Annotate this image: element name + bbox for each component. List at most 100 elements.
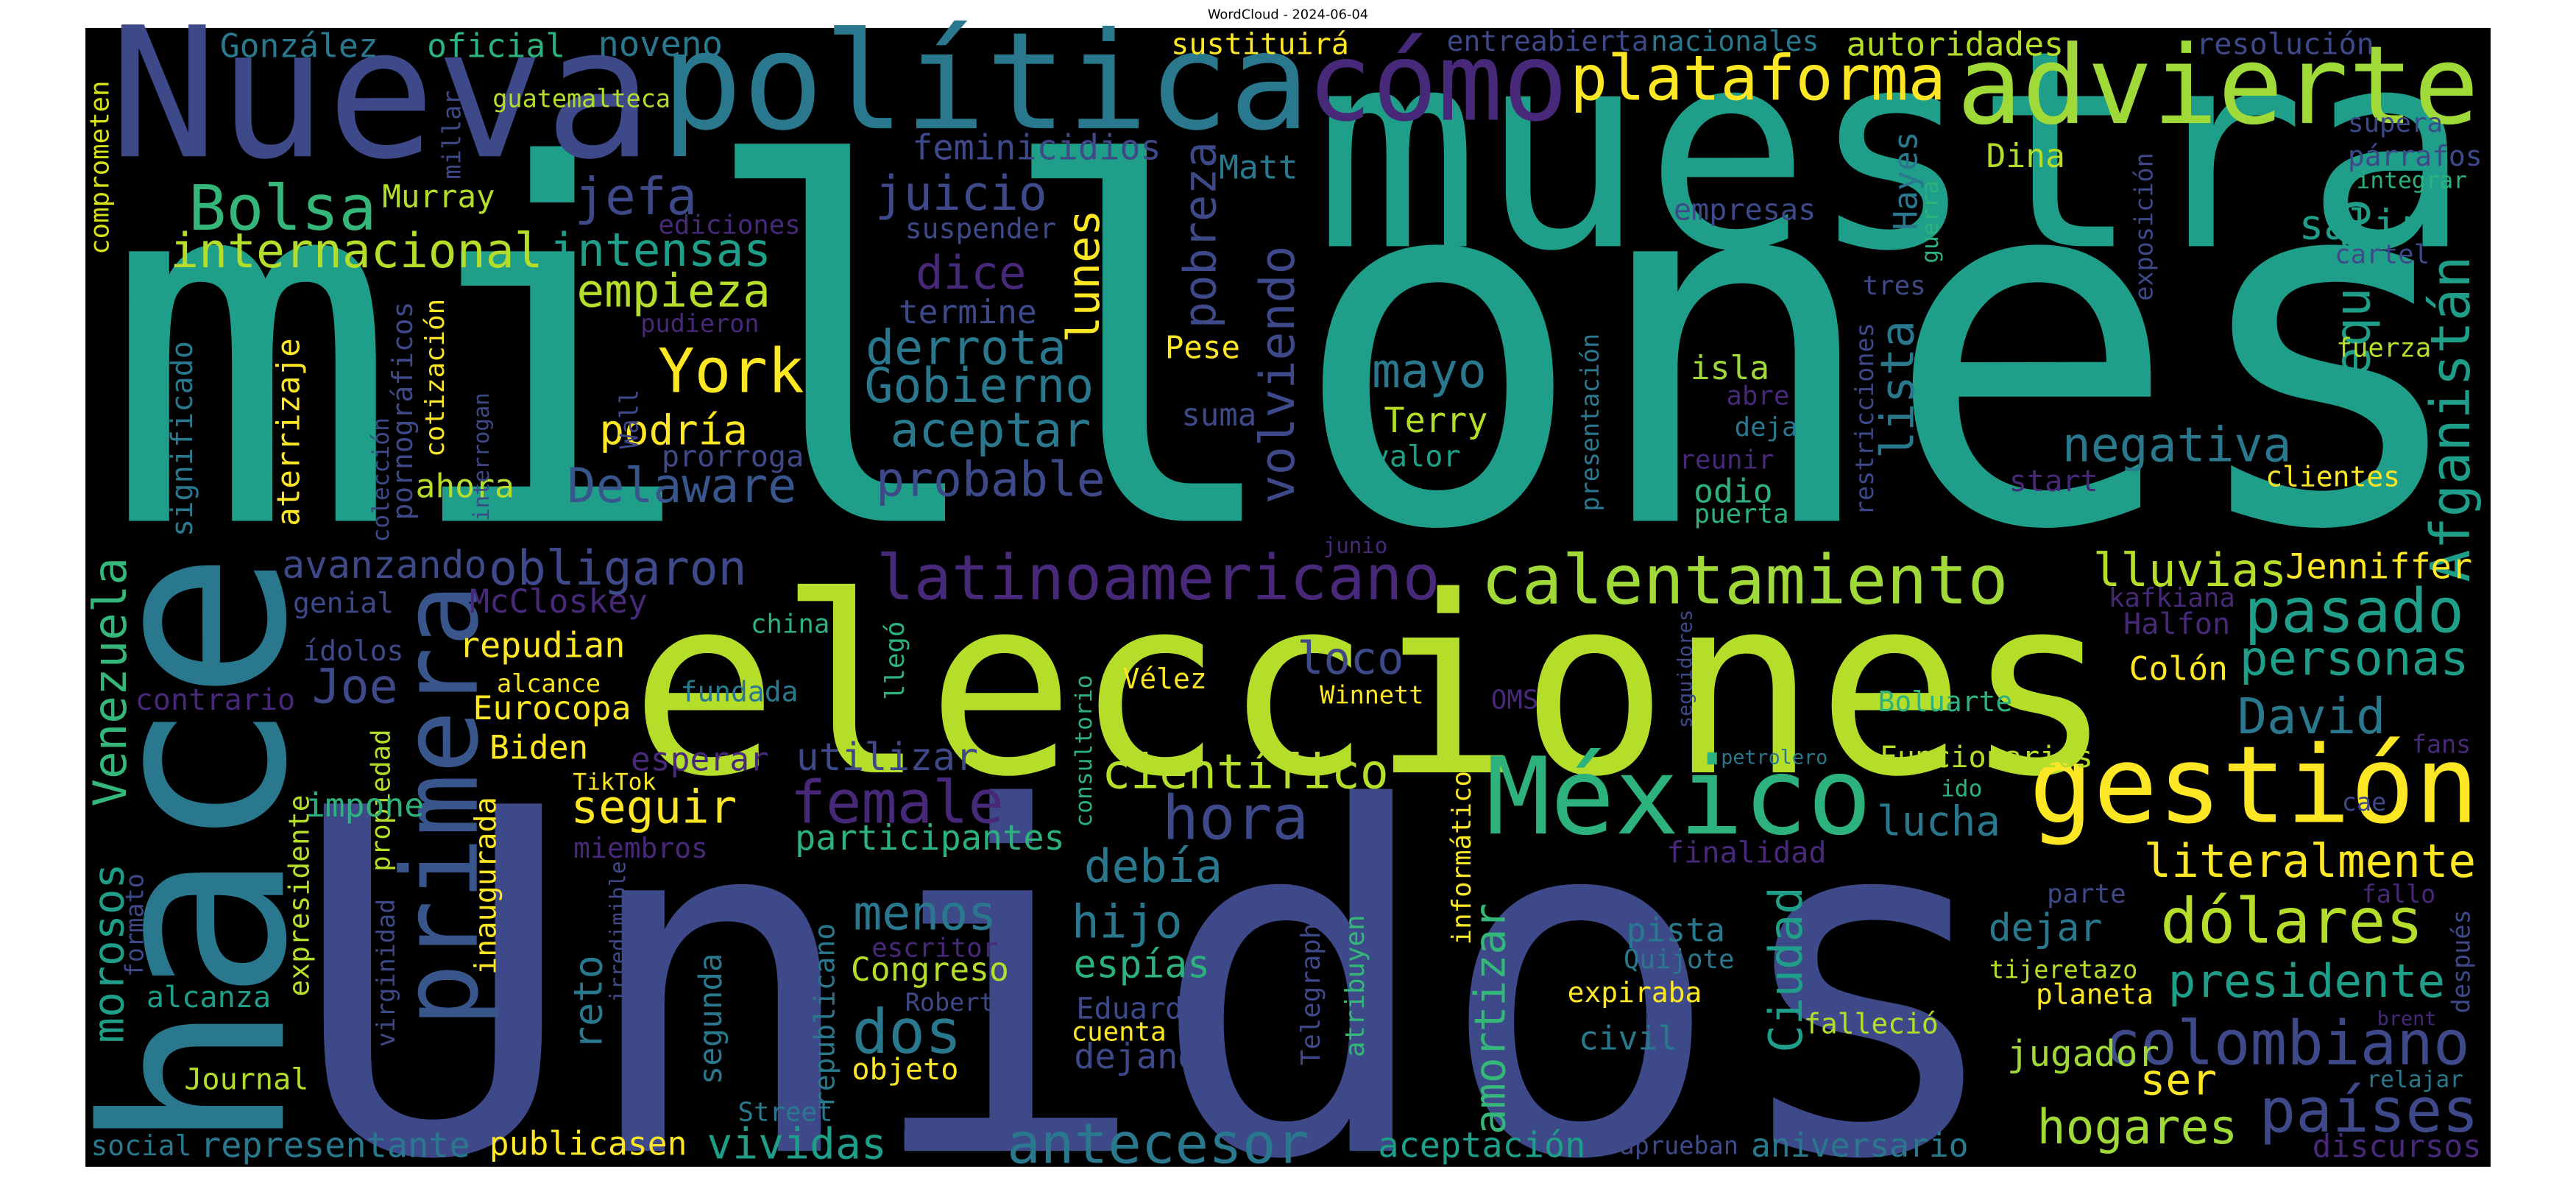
word: derrota [866, 321, 1066, 376]
word: oficial [427, 27, 565, 66]
word: Eduardo [1076, 992, 1200, 1026]
word: elecciones [630, 543, 2114, 830]
word: utilizar [796, 736, 978, 780]
word: finalidad [1666, 836, 1827, 870]
word: lluvias [2093, 543, 2287, 597]
word: Boluarte [1878, 685, 2012, 718]
word: segunda [693, 953, 729, 1085]
word: colección [368, 417, 394, 542]
word: alcanza [146, 981, 271, 1015]
word: volviendo [1250, 246, 1306, 504]
word: dólares [2160, 886, 2423, 959]
cloud-background [85, 27, 2491, 1167]
word: consultorio [1071, 675, 1097, 828]
word: probable [876, 452, 1105, 507]
word: equipo [2324, 199, 2381, 377]
word: jefa [575, 168, 698, 227]
word: Delaware [567, 459, 796, 514]
word: fuerza [2336, 334, 2431, 364]
word: empresas [1674, 194, 1816, 228]
word: pobreza [1175, 141, 1227, 328]
word: colombiano [2104, 1008, 2470, 1079]
word: negativa [2062, 417, 2292, 473]
word: vividas [707, 1119, 887, 1169]
word: calentamiento [1481, 540, 2008, 619]
word: Afganistán [2420, 255, 2483, 582]
word: guerra [1917, 180, 1944, 264]
word: personas [2240, 632, 2469, 687]
word: aceptar [891, 403, 1091, 458]
word: muestra [1314, 0, 2471, 311]
word: restricciones [1850, 322, 1879, 515]
word: Congreso [851, 950, 1009, 989]
word: avanzando [282, 543, 486, 588]
word: Hayes [1886, 131, 1925, 230]
word: start [2009, 465, 2098, 498]
word: ídolos [302, 635, 403, 667]
word: propiedad [366, 729, 396, 871]
word: exposición [2129, 152, 2158, 301]
word: Quijote [1624, 945, 1734, 975]
word: kafkiana [2109, 583, 2235, 613]
word: planeta [2036, 978, 2154, 1010]
word: valor [1372, 440, 1461, 474]
word: Telegraph [1296, 923, 1326, 1065]
word: ediciones [658, 210, 800, 240]
word: publicasen [489, 1125, 687, 1163]
word: empieza [576, 264, 770, 318]
word: seguidores [1674, 610, 1697, 728]
word: expiraba [1568, 976, 1702, 1009]
word: juicio [875, 166, 1047, 222]
word: Eurocopa [473, 689, 631, 727]
word: abre [1726, 381, 1789, 411]
word: Robert [905, 988, 994, 1017]
word: parte [2047, 879, 2126, 909]
word: jugador [2007, 1032, 2159, 1075]
word: guatemalteca [492, 84, 670, 113]
word: representante [200, 1125, 470, 1165]
word: alcance [497, 669, 601, 698]
word: Unidos [289, 708, 2010, 1178]
word: McCloskey [470, 582, 648, 621]
word: entreabierta [1447, 25, 1649, 57]
word: impone [305, 786, 424, 825]
word: OMS [1491, 685, 1538, 715]
word: ido [1941, 775, 1982, 802]
word: cotización [420, 299, 450, 457]
word: junio [1323, 533, 1387, 558]
word: Joe [312, 660, 398, 715]
word: antecesor [1007, 1112, 1309, 1177]
word: falleció [1804, 1008, 1939, 1040]
word: deja [1735, 412, 1798, 442]
word: aceptación [1378, 1125, 1585, 1165]
word: cómo [1307, 19, 1568, 146]
word: integrar [2357, 168, 2468, 194]
word: puerta [1694, 499, 1789, 529]
word: Colón [2129, 649, 2228, 688]
word: aniversario [1751, 1126, 1969, 1165]
word: Gobierno [864, 359, 1094, 414]
word: esperar [631, 740, 769, 778]
word: morosos [83, 863, 133, 1043]
word: TikTok [573, 769, 656, 796]
word: social [91, 1129, 191, 1162]
word: latinoamericano [877, 542, 1440, 615]
word: podría [599, 406, 748, 454]
word: tres [1863, 271, 1926, 301]
word: pocas [902, 1121, 980, 1151]
word: literalmente [2144, 834, 2477, 888]
word: discursos [2313, 1129, 2482, 1165]
word: reto [565, 955, 612, 1050]
word: expresidente [283, 794, 315, 996]
word: inaugurada [470, 797, 503, 975]
word: atribuyen [1340, 915, 1370, 1057]
word: interrogan [469, 392, 494, 521]
word: pudieron [640, 309, 759, 338]
word: odio [1694, 472, 1772, 510]
word: significado [166, 341, 199, 537]
word: ahora [416, 468, 514, 506]
word: lista [1871, 320, 1925, 459]
word: millar [437, 91, 466, 180]
word: Journal [184, 1063, 308, 1097]
word: reunir [1679, 445, 1774, 476]
